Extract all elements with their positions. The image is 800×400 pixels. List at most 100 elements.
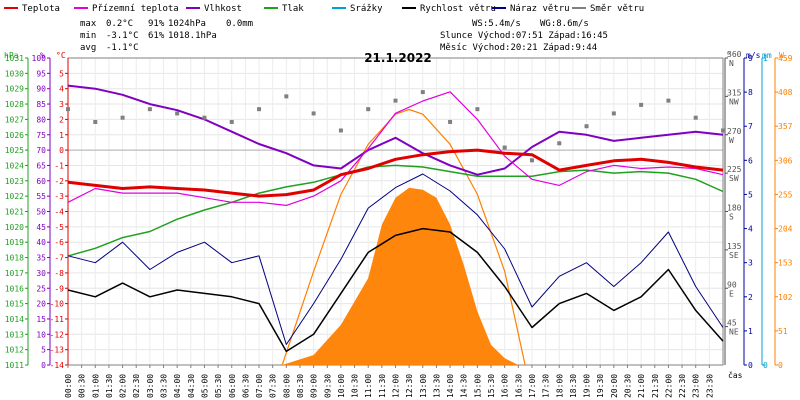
legend-label-7: Směr větru [590, 4, 644, 14]
x-tick-label-44: 22:00 [664, 374, 673, 398]
wind-dir-label-3: SW [729, 174, 739, 183]
humidity-axis-label-10: 50 [36, 208, 46, 217]
humidity-axis-label-20: 100 [32, 54, 47, 63]
solar-label-4: 204 [778, 225, 793, 234]
wind-dir-point-1 [93, 119, 98, 124]
pressure-axis-label-11: 1022 [5, 192, 24, 201]
pressure-axis-label-10: 1021 [5, 208, 24, 217]
temperature-axis-label-14: 0 [59, 146, 64, 155]
wind-speed-label-0: 0 [748, 361, 753, 370]
x-tick-label-21: 10:30 [351, 374, 360, 398]
temperature-axis-label-18: 4 [59, 85, 64, 94]
wind-dir-label-6: E [729, 289, 734, 298]
x-tick-label-5: 02:30 [132, 374, 141, 398]
wind-dir-point-11 [366, 107, 371, 112]
temperature-axis-label-11: -3 [54, 192, 64, 201]
x-tick-label-47: 23:30 [705, 374, 714, 398]
pressure-axis-label-14: 1025 [5, 146, 24, 155]
humidity-axis-label-12: 60 [36, 177, 46, 186]
wind-dir-point-15 [475, 107, 480, 112]
wind-dir-value-5: 135 [727, 242, 742, 251]
solar-label-1: 51 [778, 327, 788, 336]
x-tick-label-32: 16:00 [501, 374, 510, 398]
x-tick-label-1: 00:30 [78, 374, 87, 398]
x-tick-label-42: 21:00 [637, 374, 646, 398]
legend-label-3: Tlak [282, 4, 304, 14]
x-tick-label-46: 23:00 [692, 374, 701, 398]
max-label: max [80, 19, 97, 29]
series-pressure [67, 164, 724, 257]
wind-dir-point-13 [420, 90, 425, 95]
x-tick-label-33: 16:30 [514, 374, 523, 398]
min-hum: 61% [148, 31, 165, 41]
humidity-axis-label-6: 30 [36, 269, 46, 278]
x-tick-label-7: 03:30 [160, 374, 169, 398]
x-tick-label-40: 20:00 [610, 374, 619, 398]
avg-label: avg [80, 43, 96, 53]
wind-dir-point-2 [120, 115, 125, 120]
pressure-axis-label-16: 1027 [5, 115, 24, 124]
x-tick-label-35: 17:30 [542, 374, 551, 398]
wind-dir-point-16 [502, 145, 507, 150]
x-tick-label-28: 14:00 [446, 374, 455, 398]
unit-pct: % [40, 51, 45, 60]
wind-speed-label-2: 2 [748, 293, 753, 302]
humidity-axis-label-8: 40 [36, 238, 46, 247]
axes: 1011101210131014101510161017101810191020… [5, 50, 793, 398]
plot-area [66, 84, 725, 366]
solar-label-2: 102 [778, 293, 793, 302]
pressure-axis-label-12: 1023 [5, 177, 24, 186]
wind-dir-point-3 [147, 107, 152, 112]
legend-label-1: Přízemní teplota [92, 4, 179, 14]
min-temp: -3.1°C [106, 31, 139, 41]
humidity-axis-label-2: 10 [36, 330, 46, 339]
wind-dir-point-21 [639, 102, 644, 107]
x-tick-label-36: 18:00 [555, 374, 564, 398]
x-tick-label-30: 15:00 [473, 374, 482, 398]
wind-dir-label-2: W [729, 136, 734, 145]
x-tick-label-34: 17:00 [528, 374, 537, 398]
x-tick-label-24: 12:00 [392, 374, 401, 398]
temperature-axis-label-0: -14 [50, 361, 65, 370]
min-label: min [80, 31, 96, 41]
x-tick-label-38: 19:00 [583, 374, 592, 398]
temperature-axis-label-13: -1 [54, 161, 64, 170]
wind-dir-point-17 [529, 158, 534, 163]
wind-speed-label-7: 7 [748, 122, 753, 131]
humidity-axis-label-16: 80 [36, 115, 46, 124]
temperature-axis-label-10: -4 [54, 208, 64, 217]
temperature-axis-label-12: -2 [54, 177, 64, 186]
solar-label-8: 408 [778, 88, 793, 97]
wind-speed-label-6: 6 [748, 156, 753, 165]
wind-dir-point-20 [611, 111, 616, 116]
sun-info: Slunce Východ:07:51 Západ:16:45 [440, 31, 608, 41]
min-press: 1018.1hPa [168, 31, 217, 41]
x-tick-label-14: 07:00 [255, 374, 264, 398]
temperature-axis-label-6: -8 [54, 269, 64, 278]
pressure-axis-label-5: 1016 [5, 284, 24, 293]
solar-label-6: 306 [778, 156, 793, 165]
pressure-axis-label-19: 1030 [5, 69, 24, 78]
temperature-axis-label-1: -13 [50, 346, 65, 355]
x-tick-label-13: 06:30 [241, 374, 250, 398]
x-tick-label-43: 21:30 [651, 374, 660, 398]
wind-dir-point-5 [202, 115, 207, 120]
humidity-axis-label-7: 35 [36, 254, 46, 263]
temperature-axis-label-15: 1 [59, 131, 64, 140]
humidity-axis-label-18: 90 [36, 85, 46, 94]
x-tick-label-0: 00:00 [64, 374, 73, 398]
x-tick-label-6: 03:00 [146, 374, 155, 398]
series-ground-temp [67, 91, 724, 206]
series-theoretical-sun [281, 108, 526, 366]
x-tick-label-20: 10:00 [337, 374, 346, 398]
humidity-axis-label-17: 85 [36, 100, 46, 109]
wind-speed-label-9: 9 [748, 54, 753, 63]
legend: Teplota Přízemní teplota Vlhkost Tlak Srážky… [4, 4, 644, 14]
x-tick-label-3: 01:30 [105, 374, 114, 398]
unit-hpa: hPa [4, 51, 19, 60]
avg-temp: -1.1°C [106, 43, 139, 53]
humidity-axis-label-14: 70 [36, 146, 46, 155]
wind-dir-point-23 [693, 115, 698, 120]
x-tick-label-9: 04:30 [187, 374, 196, 398]
